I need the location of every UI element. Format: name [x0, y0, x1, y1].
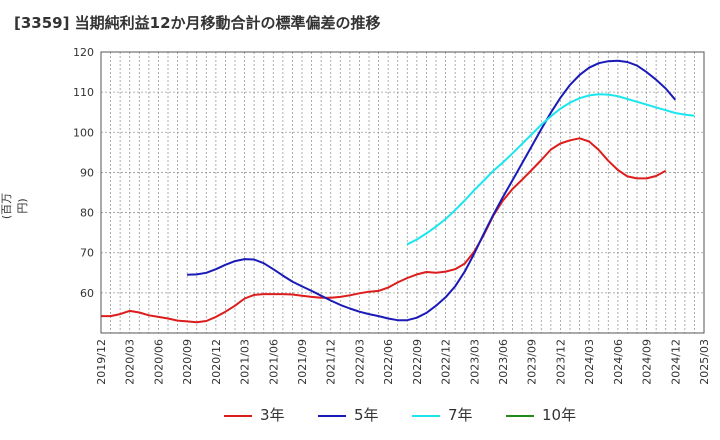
x-tick-label: 2021/06 [267, 339, 280, 385]
x-tick-label: 2019/12 [95, 339, 108, 385]
y-tick-label: 80 [80, 207, 94, 220]
legend-item: 3年 [224, 404, 285, 425]
x-tick-label: 2022/06 [382, 339, 395, 385]
x-tick-label: 2023/09 [526, 339, 539, 385]
legend-item: 7年 [412, 404, 473, 425]
legend-swatch [318, 414, 346, 417]
x-tick-label: 2021/03 [239, 339, 252, 385]
x-tick-label: 2021/12 [325, 339, 338, 385]
legend-label: 7年 [448, 406, 473, 424]
legend-item: 5年 [318, 404, 379, 425]
x-tick-label: 2024/09 [641, 339, 654, 385]
y-tick-label: 120 [73, 46, 94, 59]
legend-label: 5年 [354, 406, 379, 424]
x-tick-label: 2020/06 [152, 339, 165, 385]
series-line-0 [101, 137, 667, 324]
y-tick-label: 110 [73, 86, 94, 99]
chart-title: [3359] 当期純利益12か月移動合計の標準偏差の推移 [14, 14, 381, 32]
x-tick-label: 2023/06 [497, 339, 510, 385]
y-tick-label: 90 [80, 166, 94, 179]
x-tick-label: 2022/09 [411, 339, 424, 385]
series-line-1 [187, 59, 677, 322]
x-tick-label: 2020/09 [181, 339, 194, 385]
x-tick-label: 2022/03 [353, 339, 366, 385]
legend-swatch [224, 414, 252, 417]
x-tick-label: 2023/12 [554, 339, 567, 385]
y-tick-label: 100 [73, 126, 94, 139]
x-tick-label: 2020/12 [210, 339, 223, 385]
y-tick-label: 70 [80, 247, 94, 260]
chart-legend: 3年 5年 7年 10年 [0, 404, 720, 428]
legend-label: 3年 [260, 406, 285, 424]
legend-item: 10年 [506, 404, 576, 425]
x-tick-label: 2024/03 [583, 339, 596, 385]
series-line-2 [406, 93, 695, 246]
legend-swatch [506, 414, 534, 417]
x-tick-label: 2024/12 [669, 339, 682, 385]
x-tick-label: 2021/09 [296, 339, 309, 385]
plot-area-frame [100, 51, 705, 334]
y-tick-label: 60 [80, 287, 94, 300]
x-tick-label: 2020/03 [124, 339, 137, 385]
x-tick-label: 2022/12 [440, 339, 453, 385]
legend-swatch [412, 414, 440, 417]
x-tick-label: 2024/06 [612, 339, 625, 385]
x-tick-label: 2025/03 [698, 339, 711, 385]
x-tick-label: 2023/03 [468, 339, 481, 385]
legend-label: 10年 [542, 406, 577, 424]
